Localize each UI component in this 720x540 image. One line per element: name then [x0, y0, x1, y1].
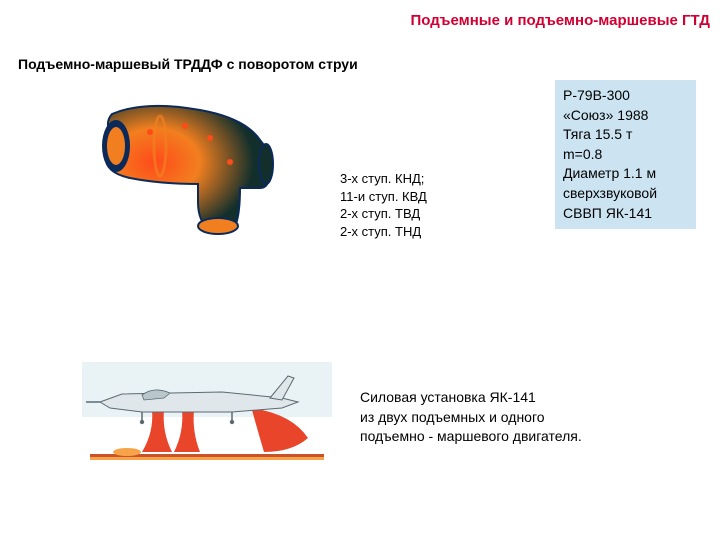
aircraft-caption: Силовая установка ЯК-141 из двух подъемн… — [360, 388, 582, 447]
spec-line: m=0.8 — [563, 145, 688, 165]
engine-illustration — [90, 92, 320, 242]
stage-line: 2-х ступ. ТВД — [340, 205, 427, 223]
spec-line: «Союз» 1988 — [563, 106, 688, 126]
section-subtitle: Подъемно-маршевый ТРДДФ с поворотом стру… — [18, 56, 358, 72]
aircraft-icon — [82, 362, 332, 467]
stage-line: 2-х ступ. ТНД — [340, 223, 427, 241]
caption-line: Силовая установка ЯК-141 — [360, 388, 582, 408]
engine-spec-box: Р-79В-300 «Союз» 1988 Тяга 15.5 т m=0.8 … — [555, 80, 696, 229]
page-title: Подъемные и подъемно-маршевые ГТД — [410, 12, 710, 29]
compressor-stage-list: 3-х ступ. КНД; 11-и ступ. КВД 2-х ступ. … — [340, 170, 427, 240]
stage-line: 11-и ступ. КВД — [340, 188, 427, 206]
caption-line: из двух подъемных и одного — [360, 408, 582, 428]
spec-line: сверхзвуковой — [563, 184, 688, 204]
spec-line: СВВП ЯК-141 — [563, 204, 688, 224]
spec-line: Тяга 15.5 т — [563, 125, 688, 145]
spec-line: Р-79В-300 — [563, 86, 688, 106]
spec-line: Диаметр 1.1 м — [563, 164, 688, 184]
engine-icon — [90, 92, 320, 242]
aircraft-thrust-diagram — [82, 362, 332, 467]
stage-line: 3-х ступ. КНД; — [340, 170, 427, 188]
caption-line: подъемно - маршевого двигателя. — [360, 427, 582, 447]
